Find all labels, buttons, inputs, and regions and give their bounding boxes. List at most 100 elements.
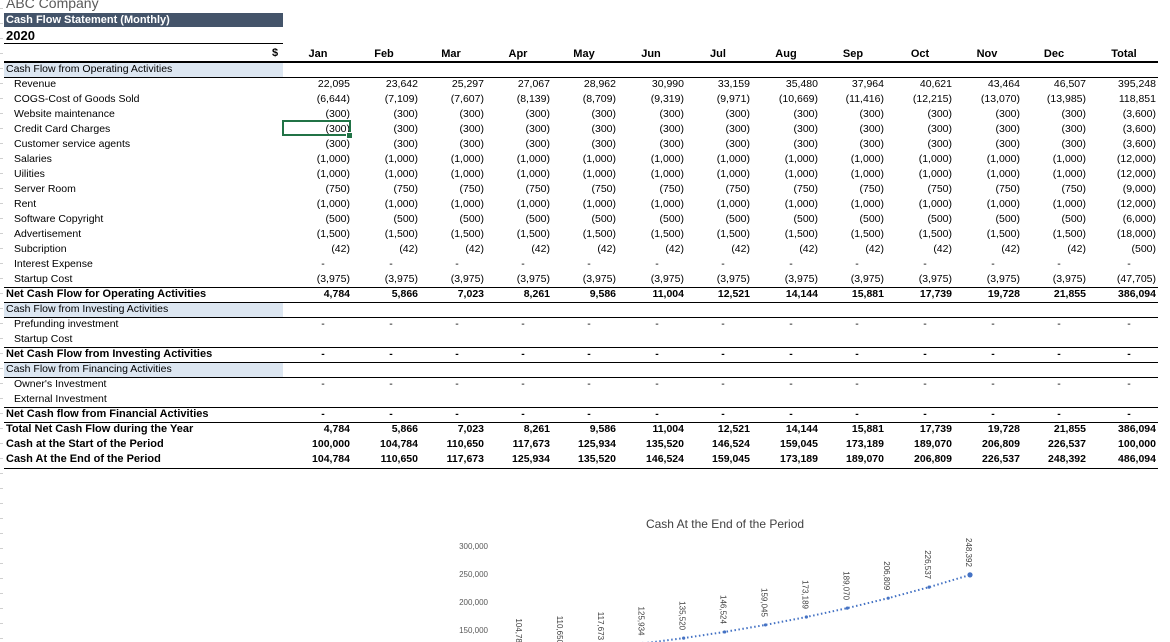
row-label[interactable]: Net Cash flow from Financial Activities [6,408,209,420]
value-cell[interactable]: (300) [591,108,616,120]
value-cell[interactable]: (42) [933,243,952,255]
value-cell[interactable]: - [1127,408,1131,420]
value-cell[interactable]: (300) [793,123,818,135]
row-label[interactable]: Cash Flow from Operating Activities [4,62,283,77]
value-cell[interactable]: 173,189 [846,438,884,450]
value-cell[interactable]: - [321,318,325,330]
value-cell[interactable]: - [1127,318,1131,330]
value-cell[interactable]: 14,144 [785,288,818,300]
value-cell[interactable]: 206,809 [982,438,1020,450]
value-cell[interactable]: 19,728 [987,423,1020,435]
row-label[interactable]: Salaries [14,153,52,165]
value-cell[interactable]: (42) [799,243,818,255]
value-cell[interactable]: 43,464 [987,78,1020,90]
value-cell[interactable]: (300) [459,138,484,150]
year-cell[interactable]: 2020 [4,28,283,44]
value-cell[interactable]: - [655,378,659,390]
value-cell[interactable]: (9,971) [716,93,750,105]
value-cell[interactable]: 14,144 [785,423,818,435]
value-cell[interactable]: - [455,408,459,420]
value-cell[interactable]: - [923,348,927,360]
value-cell[interactable]: - [455,348,459,360]
value-cell[interactable]: (3,975) [918,273,952,285]
value-cell[interactable]: (1,000) [450,198,484,210]
value-cell[interactable]: - [1057,378,1061,390]
value-cell[interactable]: (3,975) [316,273,350,285]
value-cell[interactable]: - [991,378,995,390]
value-cell[interactable]: 135,520 [578,453,616,465]
value-cell[interactable]: (300) [325,138,350,150]
value-cell[interactable]: (1,000) [516,198,550,210]
row-label[interactable]: Credit Card Charges [14,123,111,135]
value-cell[interactable]: (300) [659,138,684,150]
value-cell[interactable]: (500) [325,213,350,225]
value-cell[interactable]: (1,000) [516,168,550,180]
value-cell[interactable]: - [721,258,725,270]
value-cell[interactable]: 8,261 [523,423,550,435]
value-cell[interactable]: (1,000) [650,198,684,210]
value-cell[interactable]: (1,500) [650,228,684,240]
value-cell[interactable]: 19,728 [987,288,1020,300]
value-cell[interactable]: (750) [725,183,750,195]
value-cell[interactable]: 117,673 [446,453,484,465]
value-cell[interactable]: (750) [927,183,952,195]
value-cell[interactable]: 159,045 [780,438,818,450]
value-cell[interactable]: (300) [725,108,750,120]
value-cell[interactable]: - [521,258,525,270]
value-cell[interactable]: (750) [591,183,616,195]
value-cell[interactable]: (300) [591,123,616,135]
value-cell[interactable]: (1,500) [918,228,952,240]
value-cell[interactable]: 386,094 [1118,423,1156,435]
value-cell[interactable]: (3,975) [716,273,750,285]
value-cell[interactable]: (300) [525,108,550,120]
value-cell[interactable]: (42) [865,243,884,255]
row-label[interactable]: Website maintenance [14,108,115,120]
value-cell[interactable]: - [991,348,995,360]
value-cell[interactable]: (12,215) [912,93,952,105]
value-cell[interactable]: (1,000) [384,198,418,210]
value-cell[interactable]: 35,480 [785,78,818,90]
value-cell[interactable]: (300) [859,123,884,135]
value-cell[interactable]: (10,669) [778,93,818,105]
value-cell[interactable]: (1,000) [1052,168,1086,180]
value-cell[interactable]: 248,392 [1048,453,1086,465]
value-cell[interactable]: (1,000) [986,153,1020,165]
value-cell[interactable]: (3,600) [1122,123,1156,135]
row-label[interactable]: Rent [14,198,37,210]
value-cell[interactable]: (300) [393,138,418,150]
value-cell[interactable]: - [655,408,659,420]
value-cell[interactable]: (11,416) [845,93,884,105]
value-cell[interactable]: (7,109) [384,93,418,105]
value-cell[interactable]: (300) [995,123,1020,135]
row-label[interactable]: Interest Expense [14,258,93,270]
value-cell[interactable]: 40,621 [919,78,952,90]
value-cell[interactable]: 100,000 [1118,438,1156,450]
value-cell[interactable]: - [855,318,859,330]
value-cell[interactable]: (750) [1061,183,1086,195]
row-label[interactable]: COGS-Cost of Goods Sold [14,93,140,105]
value-cell[interactable]: - [1127,258,1131,270]
value-cell[interactable]: (1,000) [516,153,550,165]
row-label[interactable]: Startup Cost [14,333,73,345]
value-cell[interactable]: - [389,258,393,270]
value-cell[interactable]: (6,000) [1122,213,1156,225]
row-label[interactable]: Net Cash Flow for Operating Activities [6,288,207,300]
value-cell[interactable]: (13,070) [980,93,1020,105]
value-cell[interactable]: 386,094 [1118,288,1156,300]
value-cell[interactable]: 27,067 [517,78,550,90]
value-cell[interactable]: (750) [459,183,484,195]
value-cell[interactable]: (1,000) [986,168,1020,180]
value-cell[interactable]: - [923,408,927,420]
value-cell[interactable]: 21,855 [1053,423,1086,435]
value-cell[interactable]: (1,500) [516,228,550,240]
row-label[interactable]: Uilities [14,168,45,180]
value-cell[interactable]: (300) [927,123,952,135]
value-cell[interactable]: 7,023 [457,423,484,435]
value-cell[interactable]: 33,159 [717,78,750,90]
value-cell[interactable]: (3,600) [1122,108,1156,120]
value-cell[interactable]: (1,000) [316,153,350,165]
row-label[interactable]: Software Copyright [14,213,104,225]
value-cell[interactable]: (500) [1131,243,1156,255]
value-cell[interactable]: (3,975) [582,273,616,285]
value-cell[interactable]: (42) [399,243,418,255]
